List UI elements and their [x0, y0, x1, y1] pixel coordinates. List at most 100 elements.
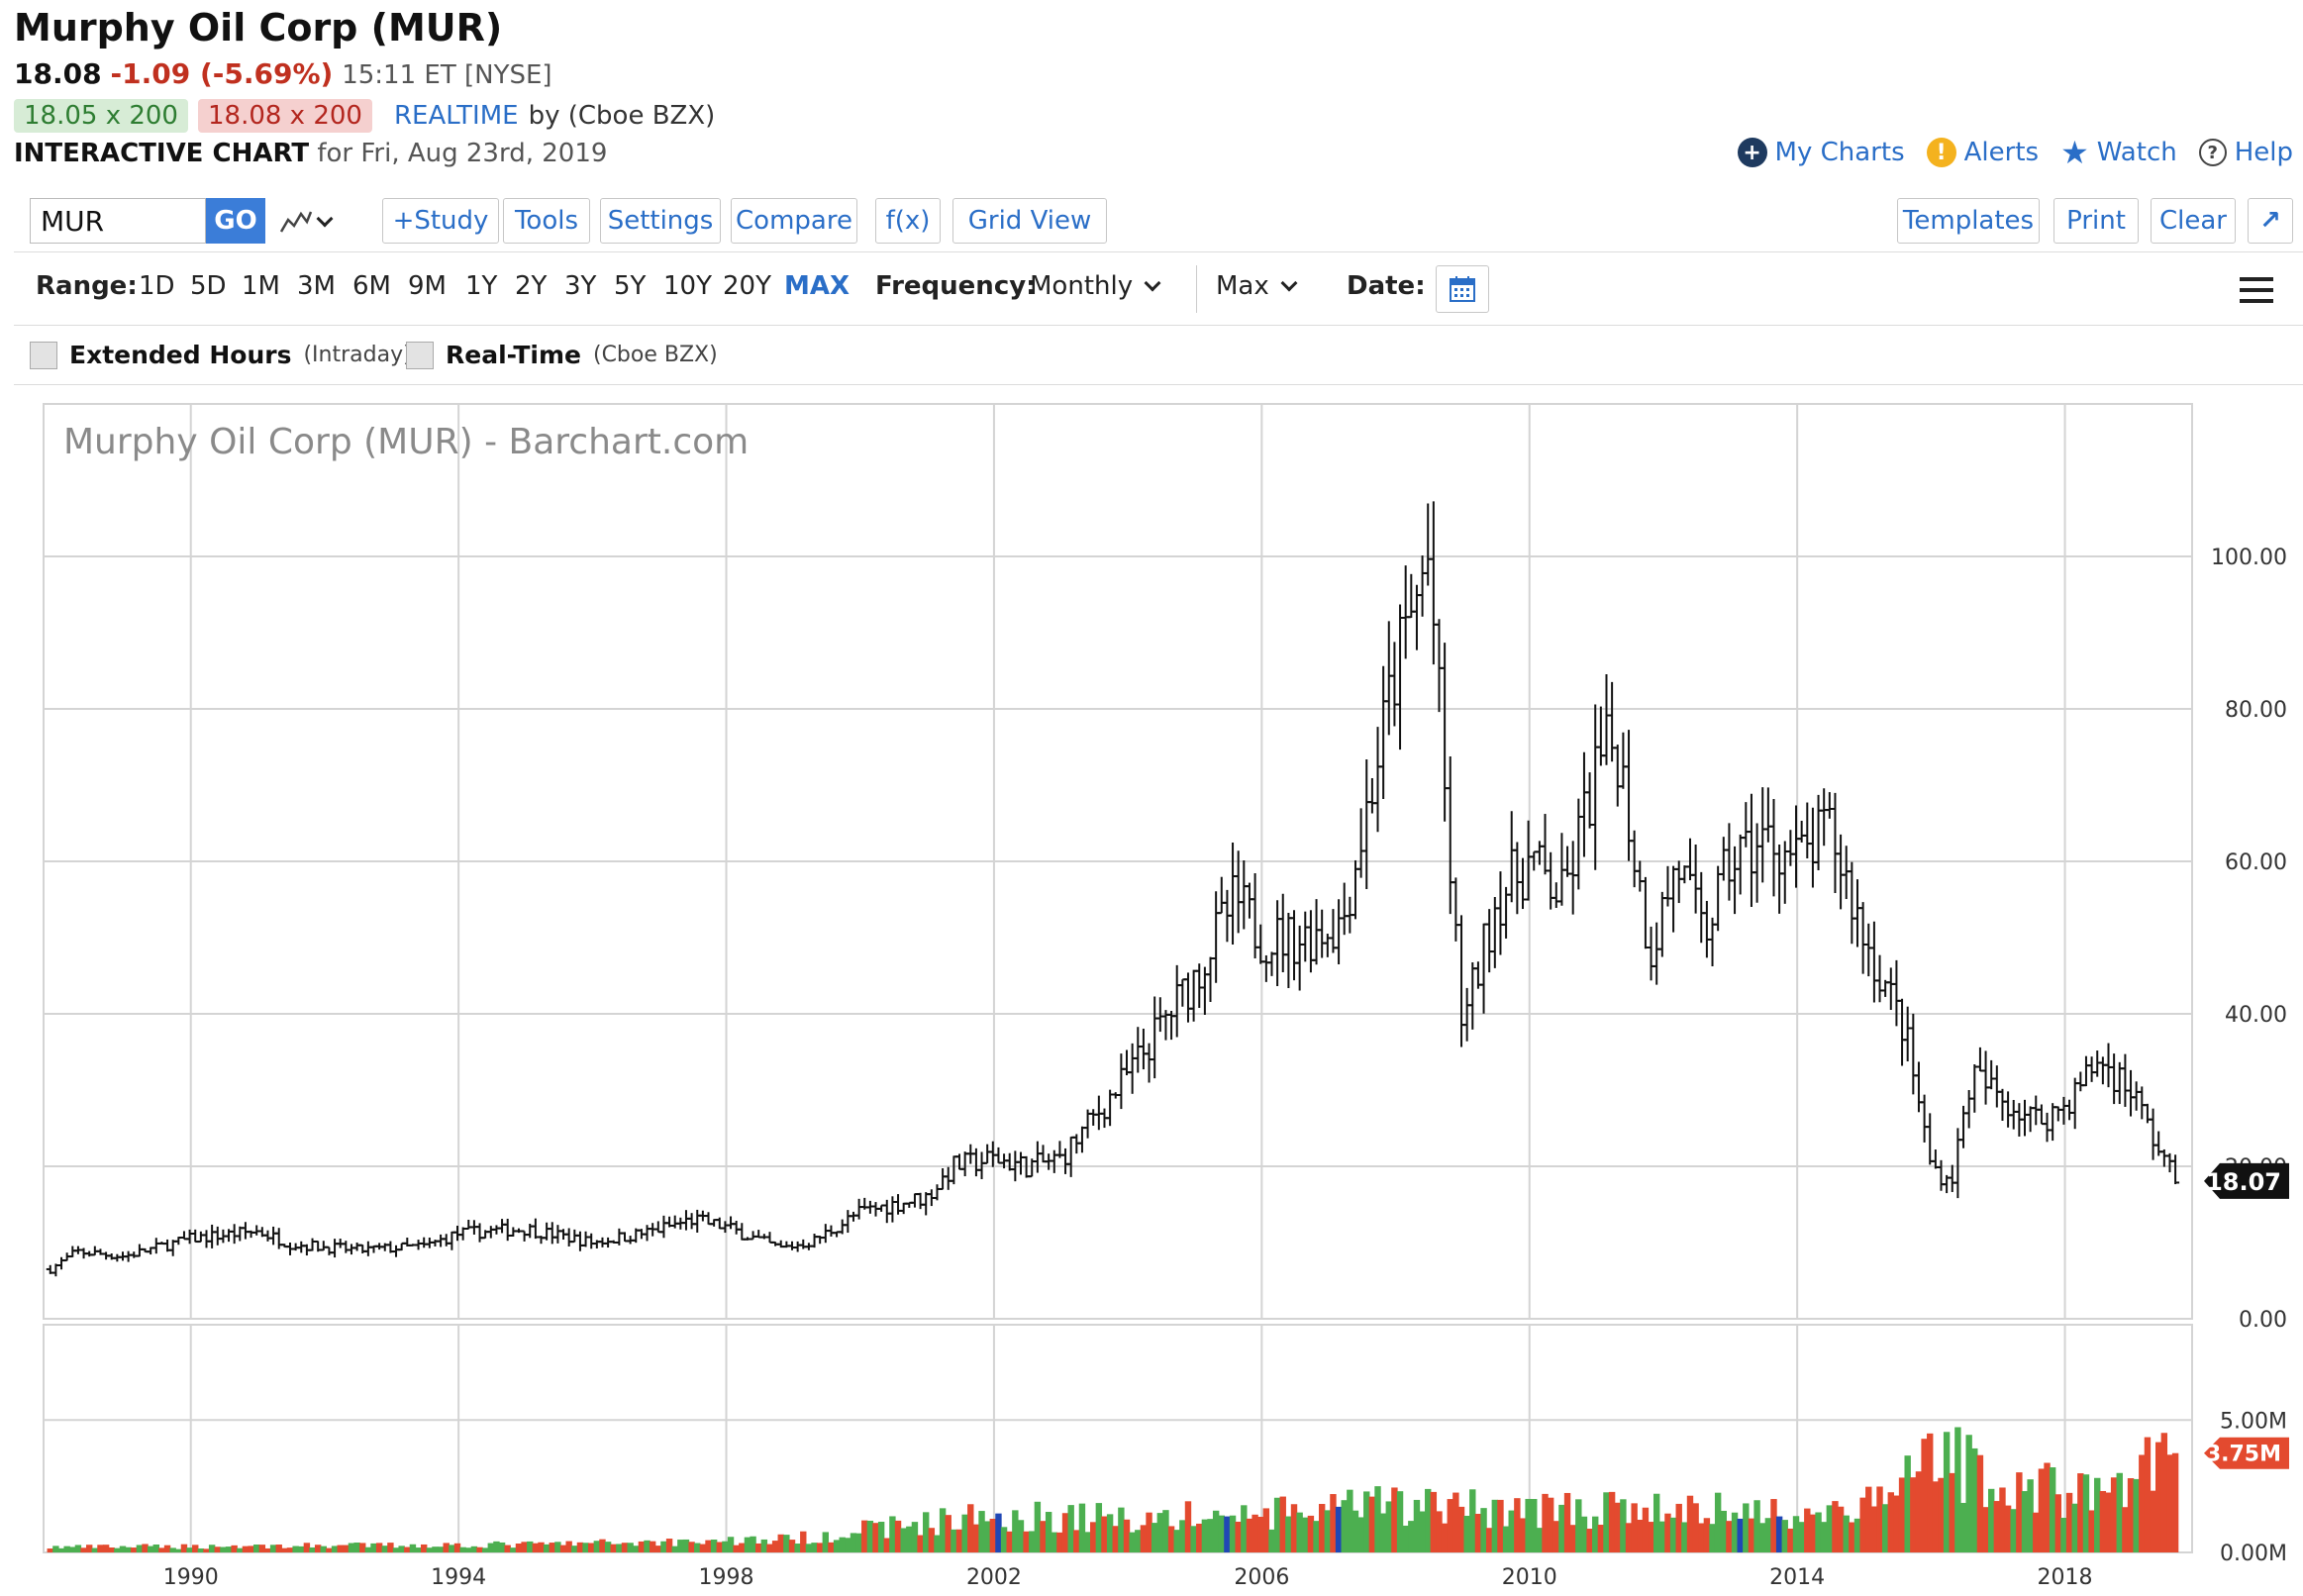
volume-bar — [2099, 1490, 2107, 1552]
volume-bar — [627, 1543, 634, 1552]
clear-button[interactable]: Clear — [2151, 198, 2236, 244]
range-max[interactable]: MAX — [784, 271, 851, 301]
volume-bar — [131, 1547, 138, 1552]
price-bar — [2020, 1099, 2029, 1137]
templates-button[interactable]: Templates — [1897, 198, 2040, 244]
watch-link[interactable]: ★ Watch — [2060, 137, 2177, 168]
volume-bar — [252, 1545, 260, 1552]
price-bar — [849, 1211, 857, 1222]
range-9m[interactable]: 9M — [408, 271, 447, 301]
volume-bar — [828, 1542, 835, 1552]
volume-bar — [2116, 1472, 2123, 1552]
volume-bar — [443, 1543, 450, 1552]
divider — [1196, 265, 1197, 313]
my-charts-link[interactable]: + My Charts — [1737, 138, 1905, 167]
price-bar — [2121, 1053, 2130, 1107]
volume-bar — [1987, 1488, 1995, 1552]
menu-icon[interactable] — [2240, 277, 2273, 303]
volume-bar — [889, 1516, 896, 1552]
price-bar — [1914, 1061, 1923, 1113]
range-3m[interactable]: 3M — [297, 271, 336, 301]
range-20y[interactable]: 20Y — [723, 271, 771, 301]
range-10y[interactable]: 10Y — [663, 271, 712, 301]
volume-bar — [415, 1547, 422, 1552]
frequency-value: Monthly — [1030, 271, 1134, 301]
price-bar — [1825, 792, 1834, 819]
volume-bar — [671, 1546, 678, 1552]
volume-bar — [1870, 1506, 1878, 1552]
study-button[interactable]: +Study — [382, 198, 499, 244]
price-bar — [727, 1216, 736, 1230]
volume-bar — [665, 1539, 673, 1552]
utility-links: + My Charts ! Alerts ★ Watch ? Help — [1737, 137, 2293, 168]
volume-bar — [1402, 1525, 1409, 1552]
price-bar — [269, 1226, 278, 1246]
expand-button[interactable]: ↗ — [2248, 198, 2293, 244]
chart-type-selector[interactable] — [279, 202, 345, 242]
volume-bar — [370, 1543, 377, 1552]
print-button[interactable]: Print — [2053, 198, 2139, 244]
volume-bar — [1681, 1522, 1688, 1552]
volume-bar — [1865, 1486, 1872, 1552]
plus-circle-icon: + — [1737, 138, 1767, 167]
volume-bar — [1106, 1514, 1114, 1552]
volume-bar — [1531, 1499, 1538, 1552]
grid-view-button[interactable]: Grid View — [952, 198, 1107, 244]
range-2y[interactable]: 2Y — [515, 271, 548, 301]
range-1y[interactable]: 1Y — [465, 271, 498, 301]
go-button[interactable]: GO — [206, 198, 265, 244]
extended-hours-checkbox[interactable]: Extended Hours (Intraday) — [30, 341, 412, 369]
help-link[interactable]: ? Help — [2198, 138, 2293, 167]
range-3y[interactable]: 3Y — [564, 271, 597, 301]
realtime-link[interactable]: REALTIME — [393, 101, 519, 131]
volume-tick-label: 5.00M — [2220, 1409, 2287, 1434]
fx-button[interactable]: f(x) — [875, 198, 941, 244]
volume-bar — [1753, 1500, 1760, 1552]
volume-bar — [437, 1546, 445, 1552]
settings-button[interactable]: Settings — [600, 198, 721, 244]
volume-bar — [1252, 1514, 1258, 1552]
range-6m[interactable]: 6M — [352, 271, 391, 301]
price-bar — [1479, 923, 1488, 1014]
tools-button[interactable]: Tools — [503, 198, 590, 244]
volume-bar — [1525, 1498, 1532, 1552]
volume-bar — [1051, 1532, 1057, 1552]
volume-bar — [616, 1544, 623, 1552]
price-bar — [882, 1199, 891, 1224]
frequency-select[interactable]: Monthly — [1030, 271, 1161, 301]
volume-bar — [1184, 1501, 1192, 1552]
volume-bar — [1480, 1508, 1487, 1552]
range-1m[interactable]: 1M — [242, 271, 280, 301]
price-bar — [598, 1237, 607, 1247]
range-5d[interactable]: 5D — [190, 271, 227, 301]
price-bar — [414, 1240, 423, 1250]
volume-bar — [392, 1547, 400, 1552]
volume-bar — [1971, 1447, 1978, 1552]
page-title: Murphy Oil Corp (MUR) — [14, 6, 503, 50]
volume-bar — [766, 1544, 773, 1552]
volume-bar — [1580, 1516, 1588, 1552]
compare-button[interactable]: Compare — [731, 198, 857, 244]
volume-bar — [465, 1547, 472, 1552]
volume-bar — [1023, 1531, 1030, 1552]
quote-time: 15:11 ET [NYSE] — [342, 60, 552, 90]
symbol-input[interactable] — [30, 198, 206, 244]
aggregation-select[interactable]: Max — [1216, 271, 1298, 301]
volume-bar — [1764, 1518, 1772, 1552]
volume-bar — [1224, 1516, 1231, 1552]
alerts-link[interactable]: ! Alerts — [1926, 138, 2039, 167]
price-bar — [1852, 879, 1861, 948]
date-picker-button[interactable] — [1436, 265, 1489, 313]
price-bar — [331, 1239, 340, 1258]
range-1d[interactable]: 1D — [139, 271, 175, 301]
volume-bar — [839, 1537, 846, 1552]
volume-bar — [404, 1546, 411, 1552]
real-time-checkbox[interactable]: Real-Time (Cboe BZX) — [406, 341, 718, 369]
volume-bar — [1664, 1513, 1671, 1552]
extended-hours-sub: (Intraday) — [303, 343, 412, 367]
volume-bar — [1436, 1511, 1443, 1552]
volume-bar — [2133, 1478, 2140, 1552]
range-5y[interactable]: 5Y — [614, 271, 647, 301]
volume-bar — [2054, 1494, 2061, 1552]
